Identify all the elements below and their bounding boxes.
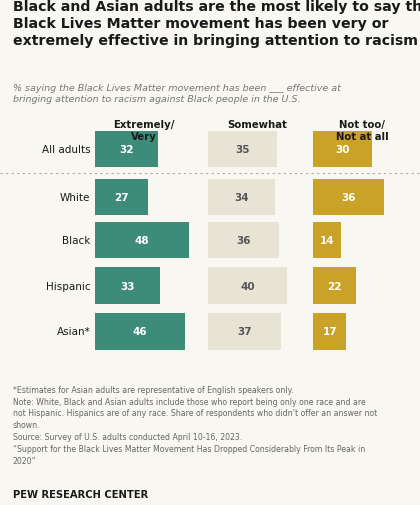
Bar xyxy=(94,222,189,259)
Bar xyxy=(208,314,281,350)
Text: Somewhat: Somewhat xyxy=(227,120,287,130)
Bar xyxy=(313,314,346,350)
Text: Extremely/
Very: Extremely/ Very xyxy=(113,120,175,142)
Text: All adults: All adults xyxy=(42,144,90,155)
Text: 36: 36 xyxy=(341,193,356,203)
Text: 22: 22 xyxy=(327,281,342,291)
Text: White: White xyxy=(60,193,90,203)
Bar xyxy=(94,180,148,216)
Text: Black and Asian adults are the most likely to say the
Black Lives Matter movemen: Black and Asian adults are the most like… xyxy=(13,0,420,47)
Text: 35: 35 xyxy=(235,144,250,155)
Text: 37: 37 xyxy=(237,327,252,337)
Text: 46: 46 xyxy=(133,327,147,337)
Text: 27: 27 xyxy=(114,193,129,203)
Bar xyxy=(94,314,185,350)
Text: 30: 30 xyxy=(335,144,350,155)
Text: 40: 40 xyxy=(240,281,255,291)
Text: PEW RESEARCH CENTER: PEW RESEARCH CENTER xyxy=(13,489,148,499)
Bar xyxy=(208,131,277,168)
Text: 36: 36 xyxy=(236,236,251,245)
Text: 32: 32 xyxy=(119,144,133,155)
Bar xyxy=(313,131,372,168)
Bar xyxy=(313,222,341,259)
Text: Asian*: Asian* xyxy=(57,327,90,337)
Text: 14: 14 xyxy=(319,236,334,245)
Bar xyxy=(208,180,275,216)
Text: 17: 17 xyxy=(323,327,337,337)
Text: 33: 33 xyxy=(120,281,134,291)
Text: 34: 34 xyxy=(234,193,249,203)
Text: *Estimates for Asian adults are representative of English speakers only.
Note: W: *Estimates for Asian adults are represen… xyxy=(13,385,377,465)
Text: Black: Black xyxy=(62,236,90,245)
Bar xyxy=(94,268,160,305)
Bar xyxy=(208,268,287,305)
Bar xyxy=(208,222,279,259)
Text: Hispanic: Hispanic xyxy=(46,281,90,291)
Bar xyxy=(94,131,158,168)
Text: Not too/
Not at all: Not too/ Not at all xyxy=(336,120,388,142)
Bar xyxy=(313,180,384,216)
Text: 48: 48 xyxy=(134,236,149,245)
Text: % saying the Black Lives Matter movement has been ___ effective at
bringing atte: % saying the Black Lives Matter movement… xyxy=(13,84,341,104)
Bar xyxy=(313,268,356,305)
